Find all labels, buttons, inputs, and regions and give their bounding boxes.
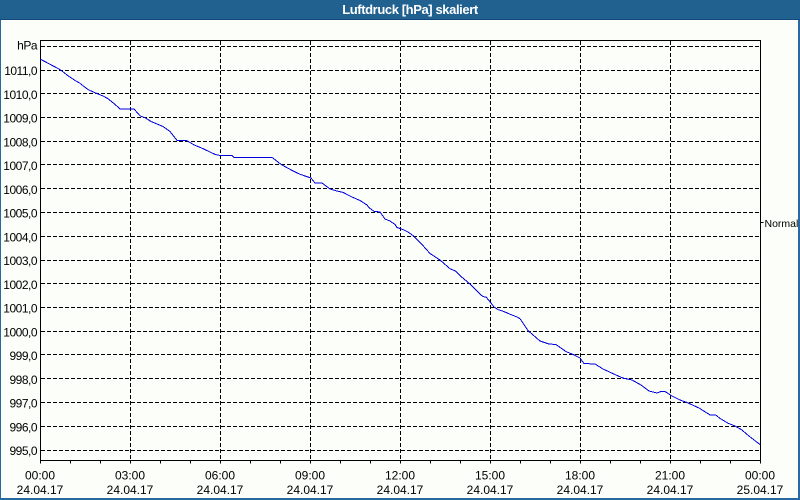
svg-text:Normal: Normal [765,218,799,230]
svg-text:15:00: 15:00 [475,469,505,483]
svg-text:1002,0: 1002,0 [3,278,38,292]
svg-text:995,0: 995,0 [9,444,37,458]
svg-text:1010,0: 1010,0 [3,88,38,102]
svg-text:hPa: hPa [17,39,38,53]
svg-text:12:00: 12:00 [385,469,415,483]
svg-text:997,0: 997,0 [9,397,37,411]
svg-text:1008,0: 1008,0 [3,135,38,149]
svg-text:1011,0: 1011,0 [4,64,38,78]
svg-text:24.04.17: 24.04.17 [557,483,604,497]
svg-text:1003,0: 1003,0 [3,254,38,268]
svg-text:24.04.17: 24.04.17 [287,483,334,497]
svg-text:24.04.17: 24.04.17 [647,483,694,497]
svg-text:18:00: 18:00 [565,469,595,483]
svg-text:21:00: 21:00 [655,469,685,483]
svg-text:24.04.17: 24.04.17 [107,483,154,497]
svg-text:1009,0: 1009,0 [3,112,38,126]
svg-text:25.04.17: 25.04.17 [737,483,784,497]
svg-text:Luftdruck [hPa] skaliert: Luftdruck [hPa] skaliert [342,2,479,17]
svg-text:1006,0: 1006,0 [3,183,38,197]
svg-text:00:00: 00:00 [745,469,775,483]
svg-text:24.04.17: 24.04.17 [467,483,514,497]
svg-text:06:00: 06:00 [205,469,235,483]
svg-text:999,0: 999,0 [9,349,37,363]
svg-text:00:00: 00:00 [25,469,55,483]
svg-text:24.04.17: 24.04.17 [17,483,64,497]
svg-text:09:00: 09:00 [295,469,325,483]
svg-text:03:00: 03:00 [115,469,145,483]
svg-text:1007,0: 1007,0 [3,159,38,173]
svg-text:24.04.17: 24.04.17 [197,483,244,497]
svg-text:1004,0: 1004,0 [3,230,38,244]
svg-text:1000,0: 1000,0 [3,325,38,339]
svg-text:1001,0: 1001,0 [3,302,38,316]
svg-text:998,0: 998,0 [9,373,37,387]
svg-text:1005,0: 1005,0 [3,207,38,221]
svg-text:24.04.17: 24.04.17 [377,483,424,497]
svg-text:996,0: 996,0 [9,420,37,434]
